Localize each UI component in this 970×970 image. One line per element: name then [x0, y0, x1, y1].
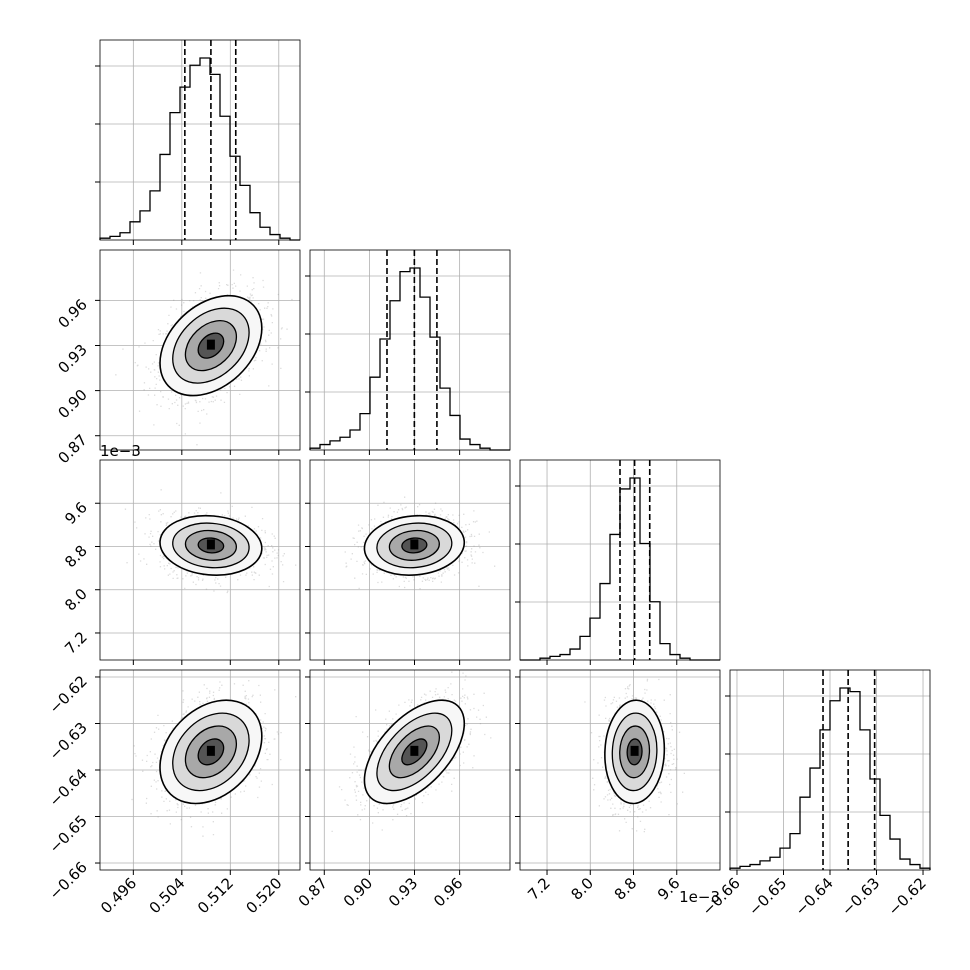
y-tick-label-p1: 0.96 [54, 295, 90, 331]
density-layer [131, 680, 297, 837]
y-offset-label: 1e−3 [100, 442, 141, 460]
histogram-step [729, 687, 931, 870]
y-tick-label-p2: 8.0 [61, 585, 91, 615]
histogram-step [99, 57, 300, 241]
panel-frame [99, 459, 301, 661]
y-tick-label-p2: 9.6 [61, 498, 91, 528]
x-tick-label-p0: 0.504 [146, 874, 189, 917]
y-tick-label-p1: 0.93 [54, 341, 90, 377]
scatter-panel-1-3 [309, 669, 511, 871]
density-peak [630, 745, 639, 756]
density-layer [331, 671, 492, 833]
panel-frame [99, 39, 301, 241]
y-tick-label-p3: −0.62 [46, 672, 91, 717]
density-layer [124, 489, 297, 594]
density-peak [206, 745, 215, 756]
panel-frame [519, 459, 721, 661]
y-tick-label-p3: −0.63 [46, 719, 91, 764]
density-peak [206, 539, 215, 550]
x-tick-label-p3: −0.63 [838, 874, 883, 919]
density-layer [344, 496, 496, 590]
y-tick-label-p3: −0.65 [46, 812, 91, 857]
scatter-panel-2-3 [519, 669, 721, 871]
histogram-step [309, 267, 510, 451]
scatter-panel-0-2 [99, 459, 301, 661]
x-tick-label-p2: 8.8 [611, 874, 641, 904]
histogram-panel-3 [725, 669, 931, 871]
y-tick-label-p3: −0.64 [46, 765, 91, 810]
density-peak [410, 745, 419, 756]
density-peak [206, 339, 215, 350]
density-layer [115, 269, 293, 446]
density-peak [410, 539, 419, 550]
y-tick-label-p1: 0.90 [54, 386, 90, 422]
panel-frame [309, 459, 511, 661]
y-tick-label-p2: 8.8 [61, 542, 91, 572]
panel-frame [309, 249, 511, 451]
x-tick-label-p3: −0.65 [745, 874, 790, 919]
y-tick-label-p1: 0.87 [54, 431, 90, 467]
scatter-panel-0-3 [99, 669, 301, 871]
panel-frame [99, 249, 301, 451]
x-tick-label-p3: −0.64 [792, 874, 837, 919]
x-tick-label-p2: 8.0 [567, 874, 597, 904]
histogram-panel-2 [515, 459, 721, 661]
x-offset-label: 1e−3 [679, 888, 720, 906]
x-tick-label-p1: 0.96 [430, 874, 466, 910]
scatter-panel-1-2 [309, 459, 511, 661]
x-tick-label-p0: 0.520 [243, 874, 286, 917]
scatter-panel-0-1 [99, 249, 301, 451]
histogram-panel-0 [95, 39, 301, 241]
x-tick-label-p3: −0.62 [885, 874, 930, 919]
x-tick-label-p1: 0.93 [385, 874, 421, 910]
x-tick-label-p0: 0.496 [97, 874, 140, 917]
x-tick-label-p0: 0.512 [194, 874, 237, 917]
density-layer [584, 678, 685, 833]
x-tick-label-p1: 0.90 [340, 874, 376, 910]
x-tick-label-p2: 7.2 [524, 874, 554, 904]
histogram-panel-1 [305, 249, 511, 451]
x-tick-label-p1: 0.87 [295, 874, 331, 910]
y-tick-label-p2: 7.2 [61, 628, 91, 658]
y-tick-label-p3: −0.66 [46, 858, 91, 903]
